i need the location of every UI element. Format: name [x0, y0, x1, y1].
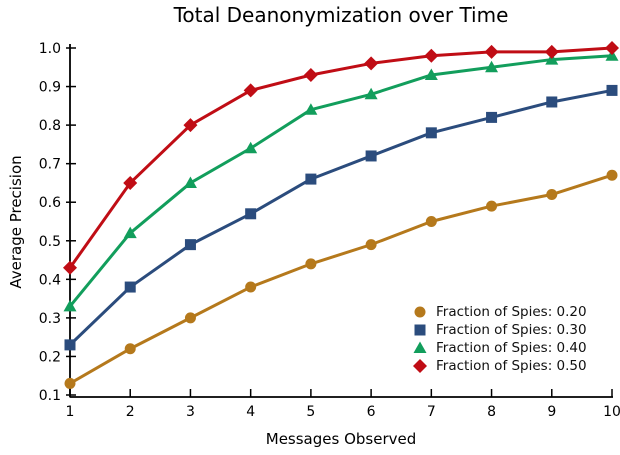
data-point-circle: [546, 189, 558, 201]
data-point-diamond: [413, 359, 427, 373]
x-tick-label: 4: [246, 404, 255, 420]
x-tick-label: 10: [603, 404, 620, 420]
x-tick-label: 1: [66, 404, 75, 420]
data-point-square: [64, 339, 76, 351]
data-point-diamond: [424, 48, 439, 63]
y-tick-label: 0.7: [39, 157, 61, 173]
data-point-circle: [184, 312, 196, 324]
series-line: [69, 173, 613, 385]
square-marker-icon: [414, 324, 426, 336]
data-point-triangle: [485, 60, 499, 73]
diamond-marker-icon: [413, 359, 427, 373]
data-point-circle: [606, 169, 618, 181]
series-line: [68, 54, 613, 308]
data-point-circle: [365, 239, 377, 251]
series-2-triangle: [63, 49, 619, 312]
data-point-circle: [486, 200, 498, 212]
legend: Fraction of Spies: 0.20 Fraction of Spies…: [411, 303, 587, 375]
x-tick-label: 9: [547, 404, 556, 420]
data-point-diamond: [243, 83, 258, 98]
data-point-triangle: [424, 68, 438, 80]
data-point-square: [606, 84, 618, 96]
x-axis-label: Messages Observed: [265, 430, 417, 448]
data-point-circle: [305, 258, 317, 270]
data-point-square: [184, 239, 196, 251]
x-tick-label: 5: [306, 404, 315, 420]
data-point-square: [124, 281, 136, 293]
data-point-diamond: [63, 260, 77, 275]
y-tick-label: 0.8: [39, 118, 61, 134]
data-point-circle: [124, 343, 136, 355]
data-point-square: [546, 96, 558, 108]
x-tick-label: 2: [126, 404, 135, 420]
data-point-triangle: [123, 226, 137, 239]
y-tick-label: 0.5: [39, 234, 61, 250]
data-point-triangle: [183, 176, 197, 188]
legend-item-label: Fraction of Spies: 0.50: [436, 358, 587, 374]
series-3-diamond: [63, 41, 619, 275]
circle-marker-icon: [414, 306, 426, 318]
legend-item-0: Fraction of Spies: 0.20: [411, 303, 587, 321]
data-point-circle: [414, 306, 426, 318]
y-tick-label: 1.0: [39, 41, 61, 57]
y-tick-label: 0.4: [39, 272, 61, 288]
x-tick-label: 7: [427, 404, 436, 420]
y-tick-label: 0.1: [39, 388, 61, 404]
x-tick-label: 3: [186, 404, 195, 420]
y-tick-label: 0.9: [39, 80, 61, 96]
data-point-circle: [64, 377, 76, 389]
data-point-diamond: [183, 118, 198, 133]
data-point-diamond: [123, 175, 138, 190]
triangle-marker-icon: [413, 341, 427, 353]
x-tick-label: 8: [487, 404, 496, 420]
chart-title: Total Deanonymization over Time: [173, 3, 509, 27]
series-line: [68, 46, 613, 269]
y-tick-label: 0.2: [39, 349, 61, 365]
data-point-diamond: [544, 44, 559, 59]
data-point-diamond: [605, 41, 619, 55]
data-point-square: [414, 324, 426, 336]
legend-item-2: Fraction of Spies: 0.40: [411, 339, 587, 357]
data-point-circle: [245, 281, 257, 293]
series-0-circle: [64, 169, 618, 389]
data-point-square: [305, 173, 317, 185]
data-point-triangle: [364, 87, 378, 100]
data-point-triangle: [304, 103, 318, 115]
series-1-square: [64, 84, 618, 351]
legend-item-1: Fraction of Spies: 0.30: [411, 321, 587, 339]
data-point-diamond: [484, 44, 499, 59]
y-tick-label: 0.6: [39, 195, 61, 211]
legend-item-label: Fraction of Spies: 0.20: [436, 304, 587, 320]
legend-item-3: Fraction of Spies: 0.50: [411, 357, 587, 375]
data-point-triangle: [244, 141, 258, 154]
data-point-square: [486, 111, 498, 123]
axes: 0.1 0.2 0.3 0.4 0.5 0.6 0.7 0.8 0.9 1.0 1 2 3 4 5 6 7 8 9 1…: [39, 41, 620, 420]
x-tick-label: 6: [367, 404, 376, 420]
data-point-diamond: [303, 67, 318, 82]
data-point-diamond: [364, 56, 379, 71]
y-tick-label: 0.3: [39, 311, 61, 327]
legend-item-label: Fraction of Spies: 0.30: [436, 322, 587, 338]
data-point-triangle: [413, 341, 427, 353]
series-line: [68, 88, 613, 346]
data-point-square: [245, 208, 257, 220]
data-point-circle: [425, 216, 437, 227]
data-point-square: [365, 150, 377, 162]
data-point-triangle: [63, 299, 77, 312]
data-point-square: [425, 127, 437, 139]
legend-item-label: Fraction of Spies: 0.40: [436, 340, 587, 356]
